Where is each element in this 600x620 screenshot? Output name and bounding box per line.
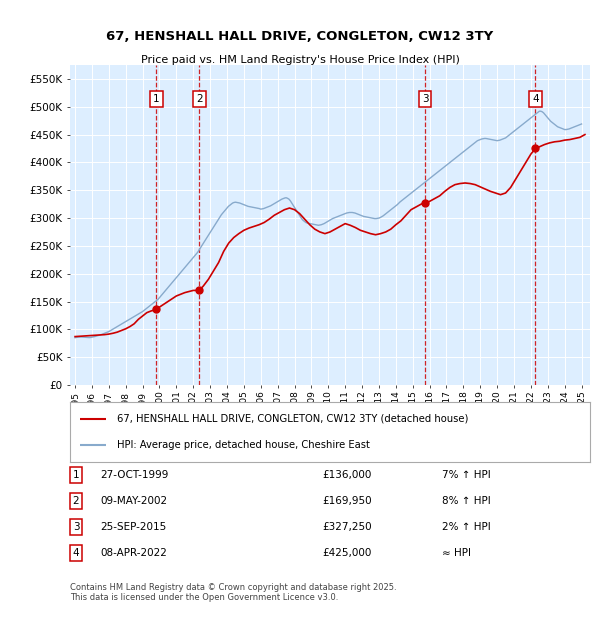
Text: 1: 1 bbox=[73, 470, 79, 480]
Text: 1: 1 bbox=[153, 94, 160, 104]
Text: 08-APR-2022: 08-APR-2022 bbox=[100, 548, 167, 558]
Text: 67, HENSHALL HALL DRIVE, CONGLETON, CW12 3TY (detached house): 67, HENSHALL HALL DRIVE, CONGLETON, CW12… bbox=[117, 414, 468, 424]
Text: HPI: Average price, detached house, Cheshire East: HPI: Average price, detached house, Ches… bbox=[117, 440, 370, 450]
Text: Contains HM Land Registry data © Crown copyright and database right 2025.
This d: Contains HM Land Registry data © Crown c… bbox=[70, 583, 397, 602]
Text: 4: 4 bbox=[73, 548, 79, 558]
Text: 3: 3 bbox=[73, 522, 79, 532]
Text: 2: 2 bbox=[73, 496, 79, 506]
Text: £136,000: £136,000 bbox=[322, 470, 371, 480]
Text: 09-MAY-2002: 09-MAY-2002 bbox=[100, 496, 167, 506]
Text: 2% ↑ HPI: 2% ↑ HPI bbox=[442, 522, 491, 532]
Text: ≈ HPI: ≈ HPI bbox=[442, 548, 471, 558]
Text: 4: 4 bbox=[532, 94, 539, 104]
Text: 3: 3 bbox=[422, 94, 428, 104]
Text: 27-OCT-1999: 27-OCT-1999 bbox=[100, 470, 169, 480]
Text: £169,950: £169,950 bbox=[322, 496, 371, 506]
Text: 8% ↑ HPI: 8% ↑ HPI bbox=[442, 496, 491, 506]
Text: Price paid vs. HM Land Registry's House Price Index (HPI): Price paid vs. HM Land Registry's House … bbox=[140, 55, 460, 65]
Text: 2: 2 bbox=[196, 94, 203, 104]
Text: £327,250: £327,250 bbox=[322, 522, 371, 532]
Text: 25-SEP-2015: 25-SEP-2015 bbox=[100, 522, 166, 532]
Text: £425,000: £425,000 bbox=[322, 548, 371, 558]
Text: 7% ↑ HPI: 7% ↑ HPI bbox=[442, 470, 491, 480]
Text: 67, HENSHALL HALL DRIVE, CONGLETON, CW12 3TY: 67, HENSHALL HALL DRIVE, CONGLETON, CW12… bbox=[106, 30, 494, 43]
